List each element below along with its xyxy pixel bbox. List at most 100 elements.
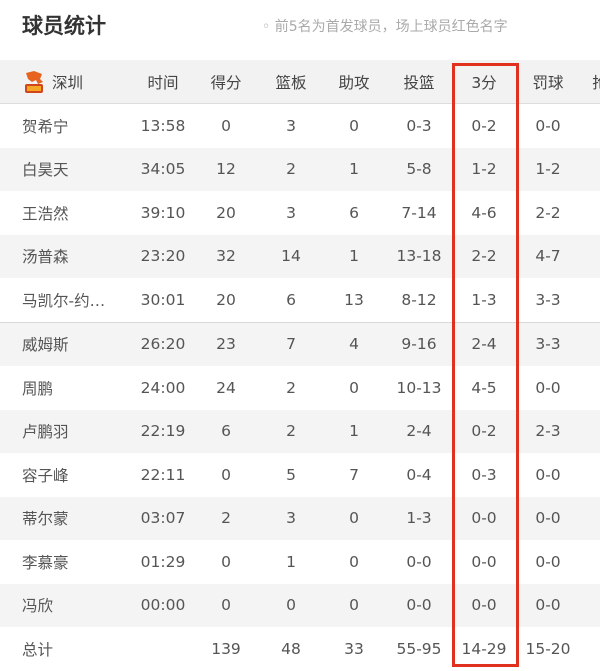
stat-fg: 13-18 — [396, 247, 442, 266]
player-name[interactable]: 容子峰 — [22, 466, 69, 485]
column-header[interactable]: 时间 — [147, 73, 179, 92]
player-name[interactable]: 马凯尔-约… — [22, 291, 106, 310]
stat-reb: 2 — [286, 422, 296, 441]
stat-time: 30:01 — [140, 290, 186, 309]
stat-fg: 2-4 — [406, 422, 432, 441]
stat-ft: 0-0 — [535, 378, 561, 397]
column-header[interactable]: 抢 — [592, 71, 600, 93]
stat-reb: 2 — [286, 160, 296, 179]
stat-pts: 0 — [221, 596, 231, 615]
page-title: 球员统计 — [22, 14, 106, 38]
stat-ft: 15-20 — [525, 639, 571, 658]
stat-time: 03:07 — [140, 509, 186, 528]
stat-pts: 6 — [221, 422, 231, 441]
player-name[interactable]: 白昊天 — [22, 161, 69, 180]
stat-ft: 4-7 — [535, 247, 561, 266]
stat-fg: 9-16 — [401, 335, 437, 354]
stat-pts: 139 — [211, 639, 241, 658]
stat-time: 22:11 — [140, 465, 186, 484]
stat-time: 13:58 — [140, 116, 186, 135]
stat-tp: 2-2 — [471, 247, 497, 266]
stat-fg: 8-12 — [401, 290, 437, 309]
stat-pts: 23 — [216, 335, 236, 354]
player-name[interactable]: 蒂尔蒙 — [22, 510, 69, 529]
table-row: 周鹏 24:00 24 2 0 10-13 4-5 0-0 — [0, 366, 600, 410]
player-name[interactable]: 周鹏 — [22, 379, 54, 398]
team-name: 深圳 — [52, 73, 84, 92]
stat-time: 00:00 — [140, 596, 186, 615]
team-logo-icon — [25, 70, 43, 93]
stat-ast: 0 — [349, 116, 359, 135]
player-name[interactable]: 卢鹏羽 — [22, 423, 69, 442]
stat-tp: 14-29 — [461, 639, 507, 658]
stat-ft: 0-0 — [535, 465, 561, 484]
stats-table: 深圳 时间 得分 篮板 助攻 投篮 3分 罚球 抢 贺希宁 13:58 0 3 0 0-3 0-2 0-0 白… — [0, 60, 600, 671]
stat-reb: 7 — [286, 335, 296, 354]
player-name[interactable]: 李慕豪 — [22, 553, 69, 572]
stat-tp: 0-0 — [471, 596, 497, 615]
stat-ast: 7 — [349, 465, 359, 484]
player-name[interactable]: 王浩然 — [22, 204, 69, 223]
stat-fg: 10-13 — [396, 378, 442, 397]
stat-ast: 1 — [349, 160, 359, 179]
table-header: 深圳 时间 得分 篮板 助攻 投篮 3分 罚球 抢 — [0, 60, 600, 104]
starter-note: ◦ 前5名为首发球员，场上球员红色名字 — [262, 19, 508, 35]
stat-ast: 13 — [344, 290, 364, 309]
player-name[interactable]: 冯欣 — [22, 597, 54, 616]
stat-reb: 14 — [281, 247, 301, 266]
table-row: 容子峰 22:11 0 5 7 0-4 0-3 0-0 — [0, 453, 600, 497]
stat-fg: 7-14 — [401, 203, 437, 222]
table-row: 卢鹏羽 22:19 6 2 1 2-4 0-2 2-3 — [0, 409, 600, 453]
stat-ast: 1 — [349, 247, 359, 266]
stat-ast: 33 — [344, 639, 364, 658]
stat-pts: 24 — [216, 378, 236, 397]
table-row: 冯欣 00:00 0 0 0 0-0 0-0 0-0 — [0, 583, 600, 627]
stat-reb: 48 — [281, 639, 301, 658]
stat-ast: 0 — [349, 552, 359, 571]
column-header[interactable]: 投篮 — [403, 73, 435, 92]
stat-pts: 0 — [221, 465, 231, 484]
stat-tp: 1-3 — [471, 290, 497, 309]
stat-tp: 4-5 — [471, 378, 497, 397]
column-header[interactable]: 罚球 — [532, 73, 564, 92]
stat-ft: 1-2 — [535, 160, 561, 179]
stat-tp: 0-3 — [471, 465, 497, 484]
table-row: 贺希宁 13:58 0 3 0 0-3 0-2 0-0 — [0, 104, 600, 148]
stat-reb: 3 — [286, 203, 296, 222]
stat-time: 23:20 — [140, 247, 186, 266]
stat-reb: 6 — [286, 290, 296, 309]
player-name: 总计 — [22, 640, 54, 659]
stat-pts: 0 — [221, 552, 231, 571]
total-row: 总计 139 48 33 55-95 14-29 15-20 — [0, 627, 600, 671]
table-row: 白昊天 34:05 12 2 1 5-8 1-2 1-2 — [0, 147, 600, 191]
stat-time: 26:20 — [140, 335, 186, 354]
stat-tp: 1-2 — [471, 160, 497, 179]
stat-tp: 0-2 — [471, 116, 497, 135]
player-name[interactable]: 贺希宁 — [22, 117, 69, 136]
stat-ast: 1 — [349, 422, 359, 441]
table-row: 马凯尔-约… 30:01 20 6 13 8-12 1-3 3-3 — [0, 278, 600, 323]
table-row: 汤普森 23:20 32 14 1 13-18 2-2 4-7 — [0, 234, 600, 278]
stat-ft: 2-3 — [535, 422, 561, 441]
stat-pts: 2 — [221, 509, 231, 528]
column-header[interactable]: 助攻 — [338, 73, 370, 92]
stat-ast: 6 — [349, 203, 359, 222]
stat-reb: 0 — [286, 596, 296, 615]
stat-fg: 0-0 — [406, 596, 432, 615]
column-header[interactable]: 篮板 — [275, 73, 307, 92]
stat-tp: 0-0 — [471, 552, 497, 571]
stat-time: 22:19 — [140, 422, 186, 441]
table-row: 蒂尔蒙 03:07 2 3 0 1-3 0-0 0-0 — [0, 496, 600, 540]
player-name[interactable]: 汤普森 — [22, 248, 69, 267]
column-header[interactable]: 得分 — [210, 73, 242, 92]
table-row: 威姆斯 26:20 23 7 4 9-16 2-4 3-3 — [0, 322, 600, 366]
stat-ft: 0-0 — [535, 509, 561, 528]
column-header[interactable]: 3分 — [471, 73, 497, 92]
stat-fg: 55-95 — [396, 639, 442, 658]
player-name[interactable]: 威姆斯 — [22, 336, 69, 355]
stat-time: 34:05 — [140, 160, 186, 179]
stat-ft: 0-0 — [535, 552, 561, 571]
stat-pts: 20 — [216, 290, 236, 309]
table-row: 王浩然 39:10 20 3 6 7-14 4-6 2-2 — [0, 191, 600, 235]
stat-ft: 0-0 — [535, 596, 561, 615]
